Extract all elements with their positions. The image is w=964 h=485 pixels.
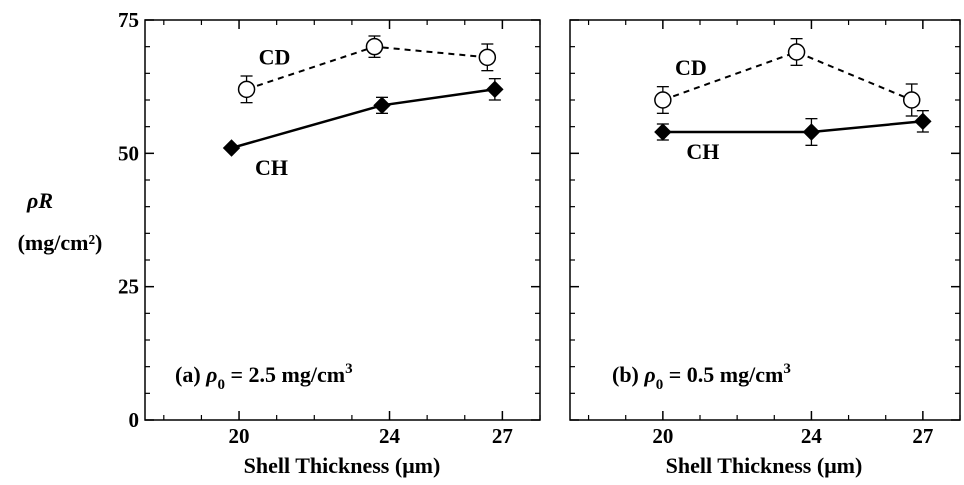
- data-point-ch: [914, 112, 932, 131]
- data-point-cd: [654, 91, 672, 109]
- x-tick-label: 20: [652, 424, 673, 448]
- ticks-b: 20 24 27: [570, 19, 961, 448]
- panel-b: 20 24 27 CD CH (b) ρ0 = 0.5 mg/cm3 Shell Th…: [569, 19, 961, 478]
- x-tick-label: 24: [801, 424, 823, 448]
- x-tick-label: 27: [492, 424, 513, 448]
- data-point-ch: [222, 139, 241, 157]
- panel-label-b: (b) ρ0 = 0.5 mg/cm3: [612, 361, 791, 393]
- data-point-cd: [902, 91, 921, 109]
- y-tick-label: 50: [118, 141, 139, 165]
- data-point-ch: [373, 96, 391, 115]
- series-label-cd: CD: [675, 55, 707, 80]
- data-point-cd: [365, 37, 384, 56]
- series-label-ch: CH: [686, 139, 719, 164]
- marks-a: CD CH: [222, 35, 504, 180]
- panel-a: 0 25 50 75 20 24 27 CD CH (a) ρ0 = 2.5 mg/cm3 S…: [118, 8, 541, 478]
- series-line-ch: [231, 88, 496, 150]
- series-line-cd: [662, 50, 913, 101]
- y-tick-label: 75: [118, 8, 139, 32]
- y-axis-unit: (mg/cm²): [18, 230, 103, 255]
- panel-label-a: (a) ρ0 = 2.5 mg/cm3: [175, 361, 353, 393]
- x-tick-label: 20: [229, 424, 250, 448]
- data-point-ch: [654, 123, 672, 141]
- x-axis-title-b: Shell Thickness (μm): [666, 453, 863, 478]
- x-tick-label: 27: [912, 424, 933, 448]
- series-label-cd: CD: [259, 44, 291, 69]
- data-point-ch: [802, 123, 821, 141]
- x-tick-label: 24: [379, 424, 401, 448]
- x-axis-title-a: Shell Thickness (μm): [244, 453, 441, 478]
- marks-b: CD CH: [654, 38, 932, 164]
- y-axis-title: ρR: [26, 188, 53, 213]
- series-label-ch: CH: [255, 155, 288, 180]
- data-point-cd: [237, 80, 256, 99]
- series-line-ch: [662, 120, 924, 134]
- data-point-cd: [478, 48, 497, 67]
- plot-frame-b: [569, 19, 961, 421]
- plot-frame-a: [144, 19, 541, 421]
- y-tick-label: 0: [129, 408, 140, 432]
- y-tick-label: 25: [118, 275, 139, 299]
- ticks-a: 0 25 50 75 20 24 27: [118, 8, 541, 448]
- data-point-ch: [486, 80, 504, 99]
- data-point-cd: [787, 43, 806, 61]
